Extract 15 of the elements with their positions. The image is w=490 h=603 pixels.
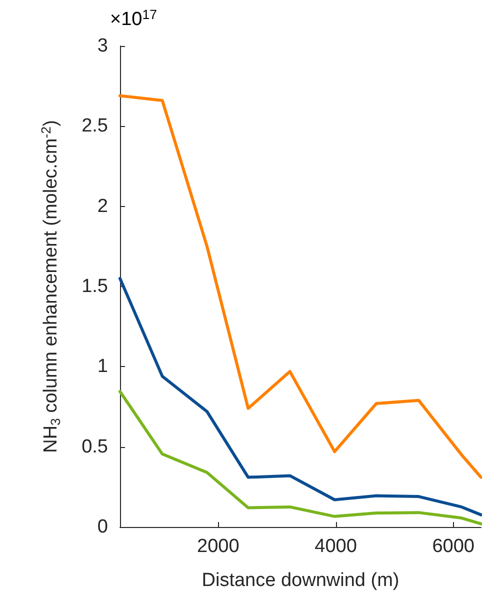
x-axis-title: Distance downwind (m) [202,570,400,591]
y-tick-label: 0.5 [82,436,108,458]
x-tick-label: 2000 [197,536,240,557]
x-tick-label: 4000 [314,536,357,557]
line-series [118,94,482,479]
y-tick-label: 1 [97,356,108,378]
y-tick-label: 3 [97,36,108,56]
y-tick-label: 2.5 [82,116,108,137]
y-tick-label: 1.5 [82,276,108,297]
y-tick-label: 0 [97,516,108,538]
x-tick-label: 6000 [432,536,475,557]
y-axis-title: NH3 column enhancement (molec.cm-2) [38,120,63,453]
line-series [118,390,482,526]
y-tick-label: 2 [97,196,108,217]
line-series [118,276,482,516]
